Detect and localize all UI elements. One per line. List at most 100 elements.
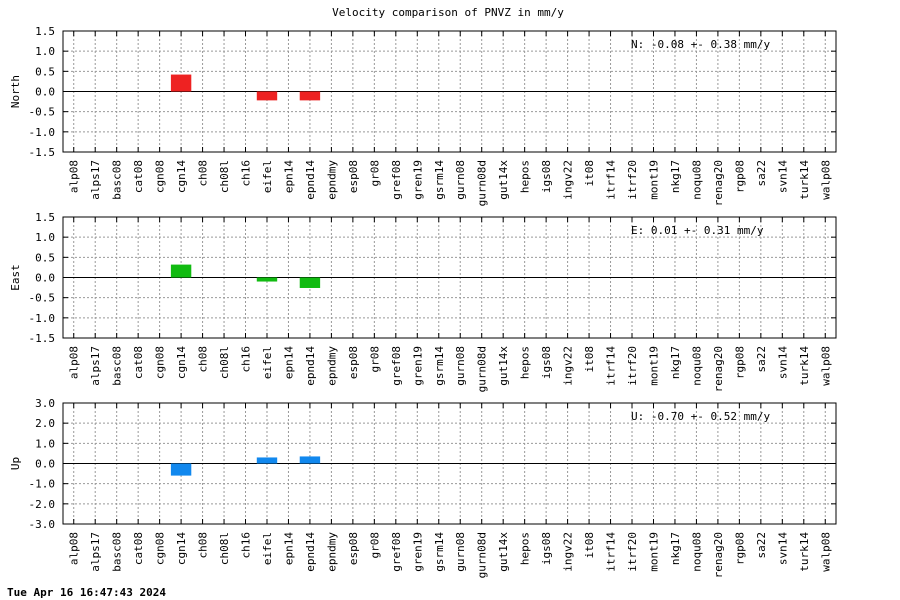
x-tick-label: rgp08 xyxy=(733,346,746,379)
y-tick-label: -1.0 xyxy=(29,478,56,491)
stats-annotation: E: 0.01 +- 0.31 mm/y xyxy=(631,224,764,237)
x-tick-label: epnd14 xyxy=(304,346,317,386)
y-tick-label: 1.0 xyxy=(35,437,55,450)
x-tick-label: rgp08 xyxy=(733,160,746,193)
x-tick-label: itrf14 xyxy=(605,532,618,572)
bar-epnd14 xyxy=(299,456,321,464)
x-tick-label: walp08 xyxy=(819,532,832,572)
x-tick-label: nkg17 xyxy=(669,532,682,565)
x-tick-label: gsrm14 xyxy=(433,160,446,200)
x-tick-label: cgn14 xyxy=(175,532,188,565)
x-tick-label: ingv22 xyxy=(562,160,575,200)
x-tick-label: epn14 xyxy=(282,346,295,379)
x-tick-label: gurn08 xyxy=(454,532,467,572)
x-tick-label: esp08 xyxy=(347,160,360,193)
y-tick-label: -1.0 xyxy=(29,126,56,139)
y-tick-label: 0.0 xyxy=(35,86,55,99)
x-tick-label: sa22 xyxy=(755,160,768,187)
y-tick-label: 0.5 xyxy=(35,251,55,264)
bar-eifel xyxy=(256,91,278,101)
bar-cgn14 xyxy=(170,264,192,278)
x-tick-label: it08 xyxy=(583,346,596,373)
x-tick-label: ingv22 xyxy=(562,346,575,386)
x-tick-label: ingv22 xyxy=(562,532,575,572)
x-tick-label: gref08 xyxy=(390,160,403,200)
y-tick-label: -0.5 xyxy=(29,292,56,305)
x-tick-label: sa22 xyxy=(755,346,768,373)
x-tick-label: gren19 xyxy=(411,532,424,572)
x-tick-label: alps17 xyxy=(89,160,102,200)
y-axis-label: East xyxy=(9,264,22,291)
stats-annotation: U: -0.70 +- 0.52 mm/y xyxy=(631,410,770,423)
x-tick-label: basc08 xyxy=(111,160,124,200)
x-tick-label: gren19 xyxy=(411,346,424,386)
x-tick-label: alps17 xyxy=(89,532,102,572)
x-tick-label: alp08 xyxy=(68,160,81,193)
x-tick-label: ch08 xyxy=(197,346,210,373)
y-tick-label: 0.0 xyxy=(35,272,55,285)
x-tick-label: cat08 xyxy=(132,532,145,565)
x-tick-label: renag20 xyxy=(712,532,725,578)
x-tick-label: igs08 xyxy=(540,346,553,379)
x-tick-label: nkg17 xyxy=(669,346,682,379)
bar-eifel xyxy=(256,457,278,464)
x-tick-label: gsrm14 xyxy=(433,346,446,386)
x-tick-label: gr08 xyxy=(368,532,381,559)
stats-annotation: N: -0.08 +- 0.38 mm/y xyxy=(631,38,770,51)
x-tick-label: turk14 xyxy=(798,346,811,386)
x-tick-label: rgp08 xyxy=(733,532,746,565)
x-tick-label: mont19 xyxy=(647,532,660,572)
y-tick-label: 1.0 xyxy=(35,45,55,58)
x-tick-label: svn14 xyxy=(776,160,789,193)
x-tick-label: igs08 xyxy=(540,532,553,565)
x-tick-label: gurn08d xyxy=(476,160,489,206)
x-tick-label: ch08 xyxy=(197,160,210,187)
x-tick-label: basc08 xyxy=(111,532,124,572)
y-tick-label: 0.0 xyxy=(35,458,55,471)
plot-frame xyxy=(62,216,837,339)
chart-title: Velocity comparison of PNVZ in mm/y xyxy=(332,6,564,19)
x-tick-label: itrf20 xyxy=(626,346,639,386)
y-tick-label: 1.5 xyxy=(35,25,55,38)
bar-cgn14 xyxy=(170,74,192,92)
x-tick-label: gr08 xyxy=(368,160,381,187)
x-tick-label: renag20 xyxy=(712,160,725,206)
x-tick-label: ch16 xyxy=(240,346,253,373)
x-tick-label: gurn08 xyxy=(454,160,467,200)
x-tick-label: gut14x xyxy=(497,532,510,572)
x-tick-label: gut14x xyxy=(497,346,510,386)
x-tick-label: ch16 xyxy=(240,160,253,187)
x-tick-label: alps17 xyxy=(89,346,102,386)
x-tick-label: it08 xyxy=(583,532,596,559)
y-tick-label: 3.0 xyxy=(35,397,55,410)
x-tick-label: basc08 xyxy=(111,346,124,386)
x-tick-label: cgn08 xyxy=(154,346,167,379)
x-tick-label: gref08 xyxy=(390,532,403,572)
bar-eifel xyxy=(256,277,278,282)
y-tick-label: -1.5 xyxy=(29,146,56,159)
plot-frame xyxy=(62,402,837,525)
x-tick-label: eifel xyxy=(261,160,274,193)
x-tick-label: cgn08 xyxy=(154,160,167,193)
y-tick-label: -1.5 xyxy=(29,332,56,345)
x-tick-label: ch08 xyxy=(197,532,210,559)
x-tick-label: cat08 xyxy=(132,346,145,379)
x-tick-label: alp08 xyxy=(68,532,81,565)
x-tick-label: esp08 xyxy=(347,346,360,379)
x-tick-label: ch08l xyxy=(218,160,231,193)
y-tick-label: -3.0 xyxy=(29,518,56,531)
x-tick-label: itrf20 xyxy=(626,160,639,200)
x-tick-label: turk14 xyxy=(798,532,811,572)
x-tick-label: gr08 xyxy=(368,346,381,373)
x-tick-label: sa22 xyxy=(755,532,768,559)
plot-frame xyxy=(62,30,837,153)
bar-epnd14 xyxy=(299,91,321,101)
x-tick-label: gurn08d xyxy=(476,346,489,392)
bar-cgn14 xyxy=(170,463,192,476)
x-tick-label: gref08 xyxy=(390,346,403,386)
x-tick-label: ch08l xyxy=(218,532,231,565)
y-tick-label: -1.0 xyxy=(29,312,56,325)
x-tick-label: epndmy xyxy=(325,532,338,572)
x-tick-label: itrf14 xyxy=(605,160,618,200)
x-tick-label: walp08 xyxy=(819,160,832,200)
